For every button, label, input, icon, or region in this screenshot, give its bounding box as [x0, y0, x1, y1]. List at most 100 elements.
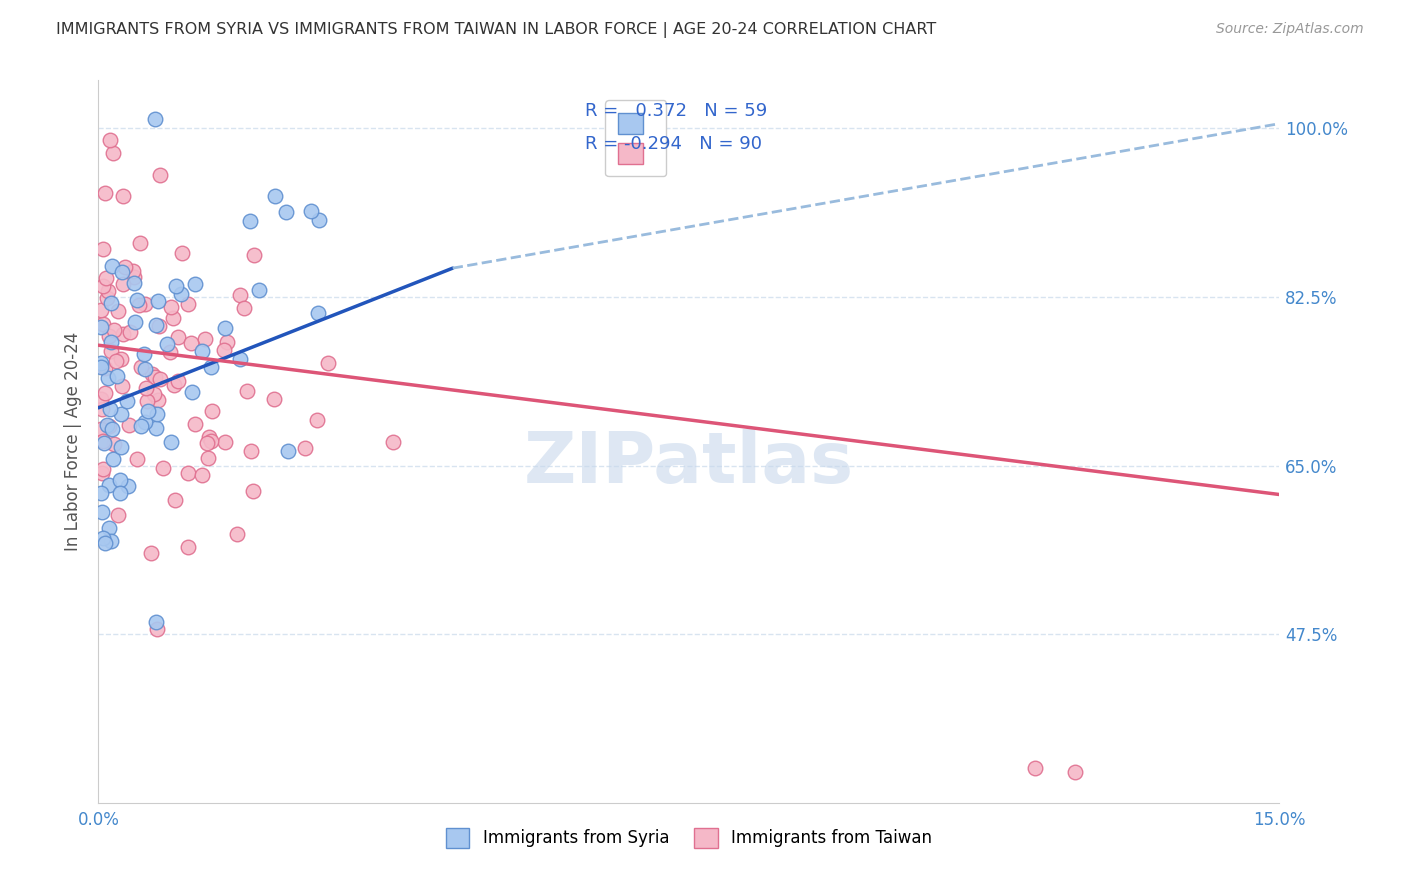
Point: [308, 212, 330, 227]
Point: [139, 546, 162, 560]
Point: [107, 303, 129, 318]
Point: [100, 334, 122, 349]
Point: [100, 534, 122, 549]
Point: [94, 536, 117, 550]
Point: [229, 351, 252, 366]
Point: [90, 303, 112, 318]
Point: [143, 387, 166, 401]
Point: [105, 354, 128, 368]
Point: [184, 417, 207, 431]
Point: [93, 436, 115, 450]
Point: [91, 242, 114, 256]
Point: [214, 435, 236, 450]
Point: [96, 291, 118, 305]
Point: [148, 318, 170, 333]
Point: [110, 440, 132, 454]
Point: [93, 186, 115, 200]
Point: [90, 485, 112, 500]
Point: [146, 393, 169, 408]
Point: [111, 277, 134, 292]
Point: [200, 434, 222, 448]
Point: [128, 298, 150, 312]
Point: [163, 377, 186, 392]
Point: [91, 505, 114, 519]
Point: [1063, 764, 1085, 779]
Point: [118, 325, 141, 339]
Point: [112, 189, 135, 203]
Point: [236, 384, 259, 398]
Point: [242, 248, 264, 262]
Point: [162, 310, 184, 325]
Point: [145, 615, 167, 629]
Point: [134, 296, 156, 310]
Point: [97, 371, 120, 385]
Point: [115, 394, 138, 409]
Point: [146, 623, 169, 637]
Point: [124, 315, 146, 329]
Point: [212, 343, 235, 358]
Point: [93, 360, 115, 375]
Point: [103, 452, 125, 467]
Point: [91, 466, 114, 480]
Point: [145, 421, 167, 435]
Point: [98, 133, 121, 147]
Point: [197, 450, 219, 465]
Point: [264, 189, 287, 203]
Point: [125, 293, 148, 307]
Point: [240, 443, 263, 458]
Point: [103, 322, 125, 336]
Point: [242, 484, 264, 499]
Point: [108, 474, 131, 488]
Point: [177, 466, 200, 480]
Point: [226, 526, 249, 541]
Point: [146, 407, 169, 421]
Point: [90, 360, 112, 375]
Point: [156, 336, 179, 351]
Point: [382, 435, 405, 450]
Point: [122, 276, 145, 290]
Point: [239, 214, 262, 228]
Point: [93, 386, 115, 401]
Point: [91, 434, 114, 449]
Point: [117, 479, 139, 493]
Point: [90, 422, 112, 436]
Point: [96, 418, 118, 433]
Point: [91, 531, 114, 545]
Point: [101, 259, 124, 273]
Point: [172, 246, 194, 260]
Point: [135, 380, 157, 394]
Point: [98, 402, 121, 417]
Point: [108, 486, 131, 500]
Point: [146, 293, 169, 308]
Point: [274, 204, 297, 219]
Point: [103, 145, 125, 160]
Point: [160, 300, 183, 314]
Point: [97, 284, 120, 298]
Point: [229, 288, 252, 302]
Point: [307, 305, 329, 319]
Point: [118, 418, 141, 433]
Point: [122, 270, 145, 285]
Point: [149, 169, 172, 183]
Point: [152, 460, 174, 475]
Point: [100, 295, 122, 310]
Point: [141, 367, 163, 381]
Point: [177, 297, 200, 311]
Point: [159, 344, 181, 359]
Point: [149, 372, 172, 386]
Point: [200, 360, 222, 375]
Point: [299, 203, 322, 218]
Point: [167, 374, 190, 388]
Point: [125, 451, 148, 466]
Point: [163, 492, 186, 507]
Point: [167, 330, 190, 344]
Point: [294, 441, 316, 455]
Text: R =   0.372   N = 59: R = 0.372 N = 59: [585, 102, 768, 120]
Point: [180, 335, 202, 350]
Point: [134, 361, 156, 376]
Point: [165, 279, 187, 293]
Point: [93, 317, 115, 331]
Point: [90, 320, 112, 334]
Text: ZIPatlas: ZIPatlas: [524, 429, 853, 498]
Point: [105, 369, 128, 384]
